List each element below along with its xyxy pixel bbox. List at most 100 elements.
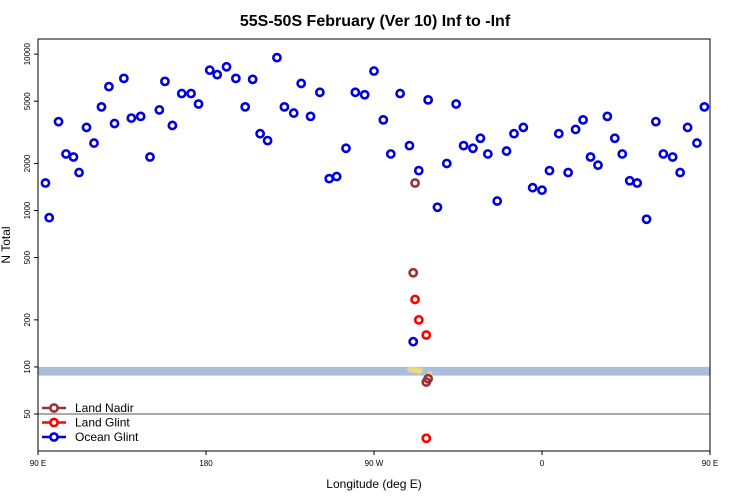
data-point-ocean-glint (617, 149, 628, 159)
y-tick-label: 2000 (23, 154, 32, 172)
data-point-ocean-glint (135, 111, 146, 122)
data-point-ocean-glint (609, 133, 620, 144)
y-axis-label: N Total (0, 226, 13, 263)
legend-marker (49, 417, 59, 428)
data-point-ocean-glint (176, 88, 187, 99)
x-tick-label: 90 E (702, 459, 718, 468)
data-point-ocean-glint (96, 101, 107, 112)
data-point-ocean-glint (509, 128, 519, 139)
data-point-ocean-glint (667, 152, 678, 162)
data-point-ocean-glint (341, 143, 351, 154)
data-band (38, 366, 710, 376)
data-point-land-glint (413, 314, 424, 325)
x-tick-label: 90 W (365, 459, 384, 468)
data-point-ocean-glint (518, 122, 529, 133)
data-point-ocean-glint (212, 69, 223, 80)
data-point-ocean-glint (501, 146, 512, 156)
data-point-ocean-glint (413, 165, 424, 176)
data-point-ocean-glint (221, 61, 232, 72)
x-axis-label: Longitude (deg E) (326, 477, 421, 491)
data-point-ocean-glint (314, 87, 325, 98)
data-point-ocean-glint (537, 185, 547, 196)
data-point-ocean-glint (68, 152, 79, 162)
data-point-ocean-glint (53, 116, 64, 127)
data-point-land-glint (421, 433, 432, 444)
data-point-ocean-glint (74, 167, 84, 178)
data-point-ocean-glint (544, 165, 555, 176)
data-point-ocean-glint (279, 101, 290, 112)
data-point-land-nadir (408, 267, 419, 278)
data-point-ocean-glint (692, 138, 702, 148)
data-point-ocean-glint (118, 73, 129, 84)
y-tick-label: 200 (23, 313, 32, 327)
legend-label: Land Nadir (75, 401, 134, 415)
data-point-ocean-glint (186, 88, 196, 99)
data-point-ocean-glint (126, 113, 137, 124)
data-point-land-nadir (410, 178, 420, 188)
faint-point (418, 367, 424, 373)
data-point-ocean-glint (423, 94, 434, 105)
data-point-ocean-glint (432, 202, 443, 213)
data-point-ocean-glint (468, 143, 478, 154)
data-point-ocean-glint (527, 182, 538, 193)
chart-title: 55S-50S February (Ver 10) Inf to -Inf (240, 13, 511, 30)
data-point-ocean-glint (296, 78, 307, 89)
data-point-ocean-glint (682, 122, 693, 133)
data-point-ocean-glint (378, 114, 389, 125)
data-point-land-glint (410, 294, 420, 305)
data-point-ocean-glint (482, 149, 493, 159)
legend-label: Land Glint (75, 416, 130, 430)
y-tick-label: 1000 (23, 201, 32, 219)
data-point-ocean-glint (109, 118, 120, 129)
data-point-land-nadir (423, 373, 434, 384)
data-point-ocean-glint (570, 124, 581, 135)
legend-label: Ocean Glint (75, 430, 139, 444)
x-tick-label: 0 (540, 459, 545, 468)
data-point-ocean-glint (451, 99, 462, 109)
data-point-land-glint (421, 330, 432, 340)
data-point-ocean-glint (369, 66, 379, 76)
data-point-ocean-glint (61, 149, 71, 159)
legend-marker (49, 432, 59, 442)
x-ticks: 90 E 180 90 W 0 90 E (30, 451, 718, 468)
data-point-ocean-glint (89, 138, 99, 148)
x-tick-label: 180 (199, 459, 213, 468)
data-point-ocean-glint (359, 89, 370, 100)
data-point-ocean-glint (658, 149, 669, 159)
data-point-ocean-glint (578, 114, 588, 125)
faint-points-layer (406, 366, 433, 376)
y-tick-label: 50 (23, 409, 32, 418)
data-point-ocean-glint (563, 167, 574, 178)
data-point-ocean-glint (272, 52, 282, 63)
legend-marker (49, 403, 59, 413)
data-point-ocean-glint (154, 105, 165, 115)
data-point-ocean-glint (475, 133, 486, 144)
data-point-ocean-glint (675, 167, 686, 178)
data-point-ocean-glint (331, 171, 342, 182)
data-point-ocean-glint (305, 111, 316, 122)
x-tick-label: 90 E (30, 459, 46, 468)
data-point-ocean-glint (247, 74, 258, 85)
data-point-ocean-glint (167, 120, 178, 131)
data-point-ocean-glint (408, 336, 419, 347)
data-point-ocean-glint (240, 101, 251, 112)
data-point-ocean-glint (602, 111, 613, 122)
data-point-ocean-glint (104, 81, 114, 92)
y-tick-label: 10000 (23, 42, 32, 65)
band-layer (38, 366, 710, 376)
data-point-ocean-glint (458, 140, 469, 151)
data-point-ocean-glint (441, 158, 452, 169)
data-point-ocean-glint (193, 99, 204, 109)
data-point-ocean-glint (553, 128, 564, 139)
data-point-ocean-glint (145, 152, 155, 162)
data-point-ocean-glint (81, 122, 92, 133)
data-point-ocean-glint (492, 196, 503, 206)
data-point-ocean-glint (593, 160, 603, 171)
y-tick-label: 100 (23, 360, 32, 374)
data-point-ocean-glint (632, 178, 643, 188)
data-point-ocean-glint (255, 128, 266, 139)
y-tick-label: 5000 (23, 92, 32, 110)
data-point-ocean-glint (160, 76, 170, 87)
